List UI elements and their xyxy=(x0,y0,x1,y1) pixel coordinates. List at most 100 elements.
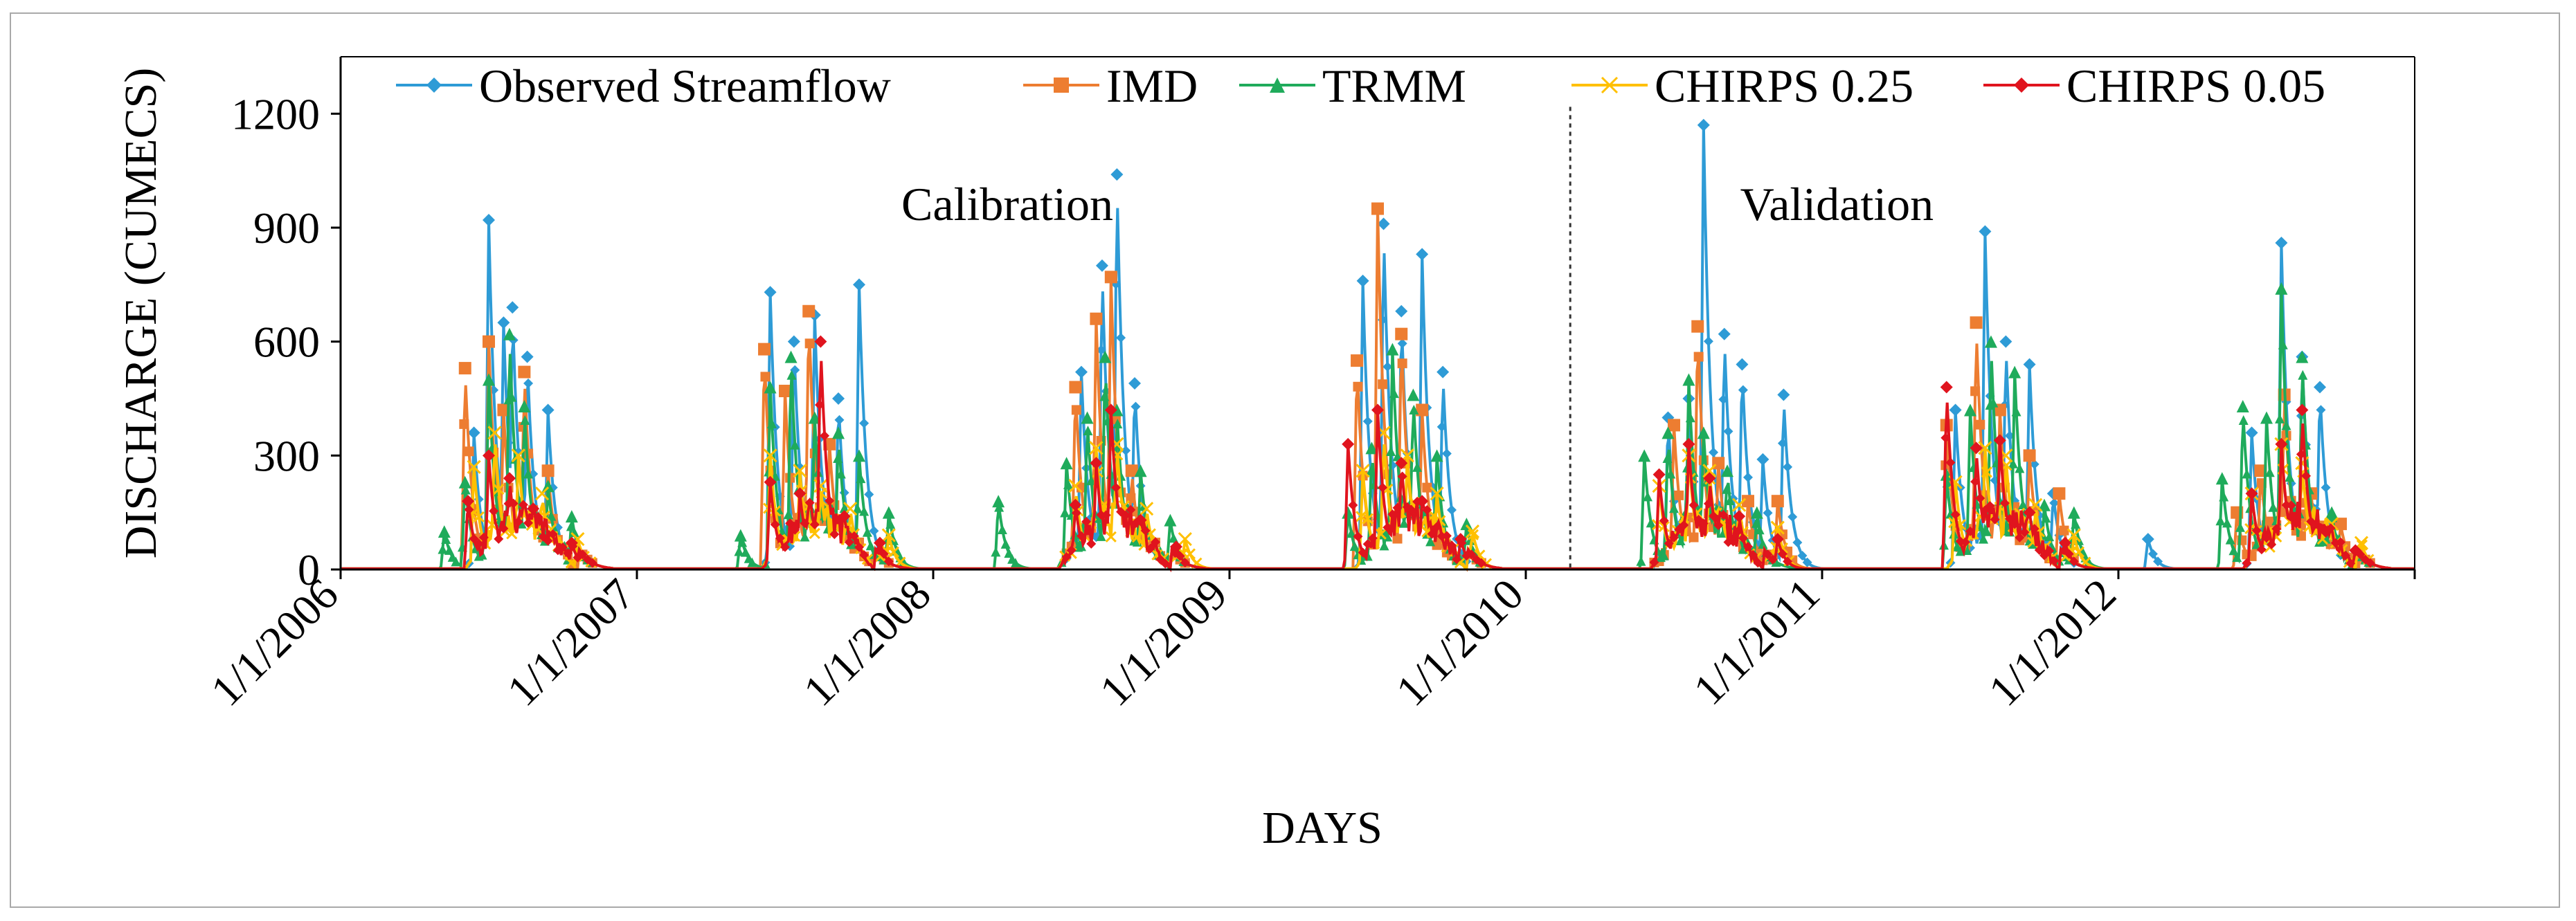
data-point xyxy=(1169,533,1179,543)
data-point xyxy=(2285,472,2295,482)
data-point xyxy=(839,511,849,522)
data-point xyxy=(2341,550,2351,560)
data-point xyxy=(1709,511,1719,521)
legend-marker xyxy=(1270,77,1285,93)
data-point xyxy=(1772,496,1783,507)
data-point xyxy=(1688,532,1699,542)
data-point xyxy=(1099,391,1110,401)
data-point xyxy=(1422,482,1432,493)
data-point xyxy=(1684,439,1694,449)
data-point xyxy=(460,484,471,495)
data-point xyxy=(469,534,479,544)
data-point xyxy=(521,350,534,363)
data-point xyxy=(1392,502,1403,513)
data-point xyxy=(1099,350,1112,363)
data-point xyxy=(740,547,750,557)
data-point xyxy=(1375,528,1387,540)
data-point xyxy=(1771,557,1781,567)
data-point xyxy=(2073,546,2084,558)
data-point xyxy=(1116,333,1126,343)
data-point xyxy=(1387,509,1398,520)
data-point xyxy=(1131,401,1141,412)
data-point xyxy=(859,418,870,428)
data-point xyxy=(1378,482,1388,493)
data-point xyxy=(1743,541,1753,551)
data-point xyxy=(1447,540,1457,551)
data-point xyxy=(849,531,859,541)
data-point xyxy=(1994,405,2005,415)
legend-label: Observed Streamflow xyxy=(479,60,891,112)
data-point xyxy=(1425,536,1436,547)
data-point xyxy=(1682,373,1695,386)
data-point xyxy=(1970,386,1981,396)
data-point xyxy=(2236,399,2249,412)
legend-marker xyxy=(2014,77,2029,93)
data-point xyxy=(862,527,872,537)
data-point xyxy=(1135,515,1146,525)
data-point xyxy=(2015,532,2025,542)
data-point xyxy=(1427,529,1437,539)
data-point xyxy=(787,335,800,348)
data-point xyxy=(1978,441,1992,455)
data-point xyxy=(2066,528,2081,542)
data-point xyxy=(464,446,474,457)
data-point xyxy=(1661,426,1675,439)
data-point xyxy=(462,495,475,508)
data-point xyxy=(1754,525,1765,535)
data-point xyxy=(2246,489,2257,499)
data-point xyxy=(1378,379,1388,390)
data-point xyxy=(2355,549,2366,560)
data-point xyxy=(814,400,825,410)
annotation-calibration: Calibration xyxy=(901,178,1113,230)
data-point xyxy=(1086,538,1097,549)
data-point xyxy=(1091,458,1101,468)
data-point xyxy=(1679,520,1689,530)
data-point xyxy=(1777,549,1787,559)
data-point xyxy=(498,523,509,534)
data-point xyxy=(438,544,448,554)
data-point xyxy=(1422,505,1432,516)
data-point xyxy=(1395,327,1408,340)
data-point xyxy=(804,498,815,508)
data-point xyxy=(1688,500,1699,511)
data-point xyxy=(2251,525,2262,536)
data-point xyxy=(1355,464,1370,478)
data-point xyxy=(2054,489,2064,499)
data-point xyxy=(1965,526,1975,536)
annotation-validation: Validation xyxy=(1740,178,1934,230)
data-point xyxy=(800,518,810,529)
data-point xyxy=(1366,465,1376,475)
data-point xyxy=(2278,339,2288,349)
data-point xyxy=(2059,525,2069,536)
data-point xyxy=(2011,406,2021,417)
data-point xyxy=(523,518,534,528)
data-point xyxy=(1970,441,1983,455)
data-point xyxy=(470,543,480,554)
data-point xyxy=(802,304,816,318)
data-point xyxy=(1654,469,1664,480)
data-point xyxy=(543,481,553,491)
data-point xyxy=(2147,549,2158,559)
data-point xyxy=(568,541,578,551)
y-axis-label: DISCHARGE (CUMECS) xyxy=(116,68,166,559)
y-tick-label: 0 xyxy=(298,545,320,594)
data-point xyxy=(2038,498,2051,511)
data-point xyxy=(1071,508,1081,518)
data-point xyxy=(734,546,744,556)
y-tick-label: 900 xyxy=(253,203,320,253)
data-point xyxy=(832,392,845,405)
data-point xyxy=(1763,508,1773,518)
data-point xyxy=(833,453,843,463)
data-point xyxy=(2008,458,2018,468)
data-point xyxy=(2281,420,2291,430)
data-point xyxy=(2215,472,2228,485)
data-point xyxy=(790,439,800,450)
data-point xyxy=(1175,551,1185,561)
data-point xyxy=(1945,457,1956,468)
data-point xyxy=(1101,510,1111,520)
legend-label: CHIRPS 0.25 xyxy=(1655,60,1913,112)
data-point xyxy=(1430,486,1444,501)
data-point xyxy=(1397,358,1407,369)
data-point xyxy=(1770,520,1785,535)
data-point xyxy=(1984,335,1997,348)
